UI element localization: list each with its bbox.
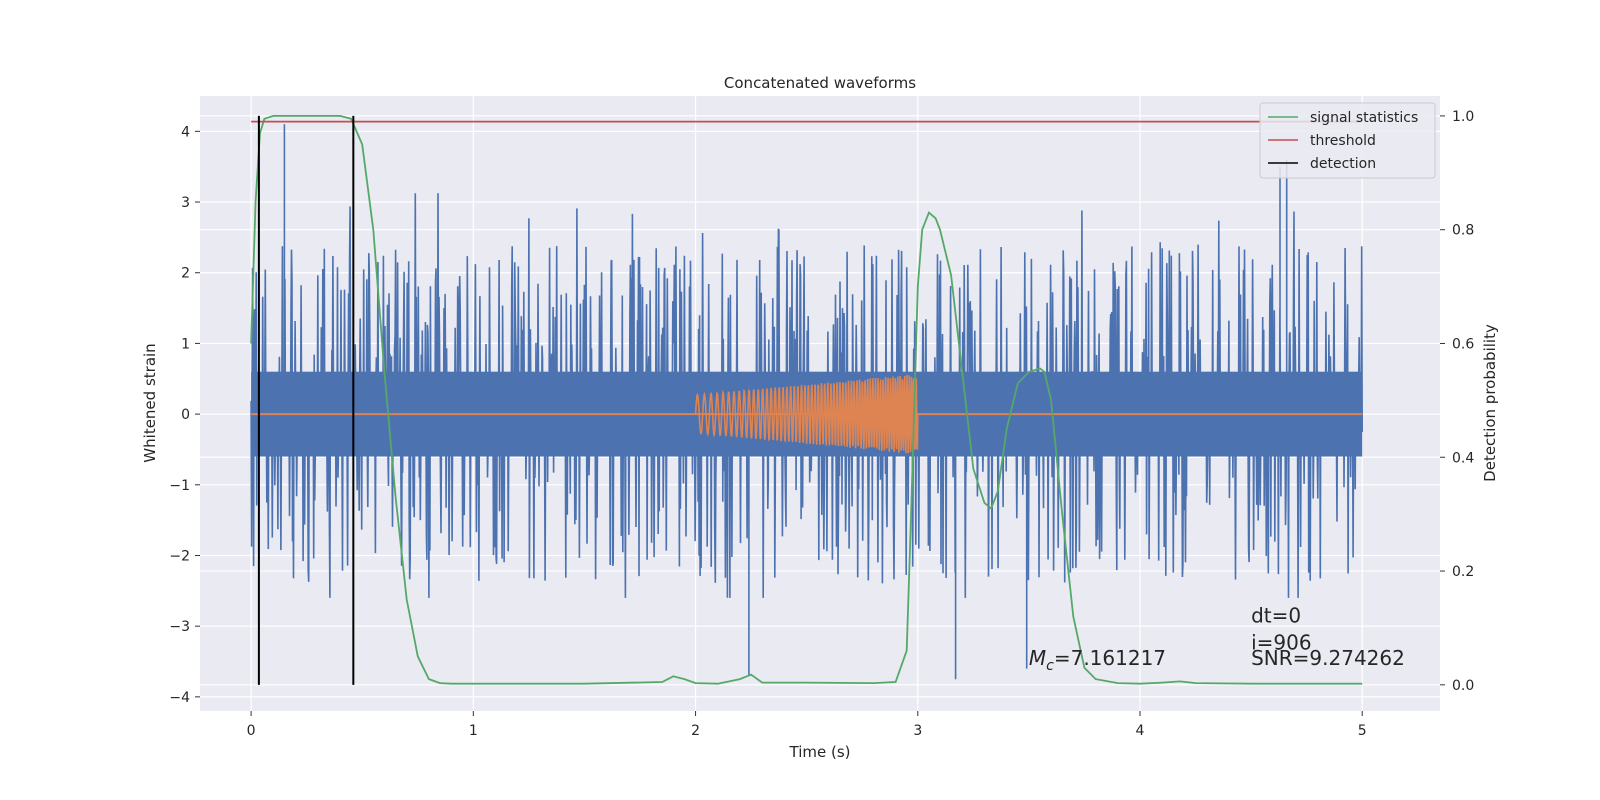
y-tick-label: −1 [169,478,190,494]
x-tick-label: 5 [1358,723,1367,739]
y-tick-label: −3 [169,619,190,635]
y-right-tick-label: 0.0 [1452,678,1474,694]
y-right-tick-label: 0.4 [1452,450,1474,466]
legend: signal statistics threshold detection [1259,102,1436,179]
y-right-tick-label: 0.6 [1452,336,1474,352]
signal-statistics-line [250,115,1363,685]
x-tick-label: 2 [691,723,700,739]
y-tick-label: 3 [181,195,190,211]
y-axis-right-label: Detection probability [1481,324,1499,482]
y-tick-label: 0 [181,407,190,423]
annotation-text: SNR=9.274262 [1251,646,1405,670]
y-tick-label: −2 [169,548,190,564]
right-axis-series [250,115,1363,685]
y-axis-label: Whitened strain [141,343,159,462]
template-chirp [694,374,919,454]
legend-label-threshold: threshold [1310,133,1376,149]
template-series [251,374,1363,454]
x-axis-label: Time (s) [789,743,851,761]
y-right-tick-label: 0.2 [1452,564,1474,580]
axis-ticks: 0 1 2 3 4 5 −4 −3 −2 −1 0 1 2 3 4 0.0 0.2 0.4 0.6 0.8 1.0 [169,109,1474,739]
y-tick-label: 4 [181,124,190,140]
annotation-text: dt=0 [1251,604,1301,628]
annotation-text: Mc=7.161217 [1029,646,1166,674]
x-tick-label: 1 [469,723,478,739]
annotation-text: i=906 [1251,631,1312,655]
y-tick-label: 2 [181,266,190,282]
y-tick-label: −4 [169,690,190,706]
legend-label-signal-statistics: signal statistics [1310,110,1418,126]
legend-box [1259,102,1436,179]
legend-label-detection: detection [1310,156,1376,172]
x-tick-label: 4 [1136,723,1145,739]
chart-title: Concatenated waveforms [724,74,916,92]
y-right-tick-label: 1.0 [1452,109,1474,125]
y-right-tick-label: 0.8 [1452,223,1474,239]
x-tick-label: 0 [247,723,256,739]
y-tick-label: 1 [181,336,190,352]
x-tick-label: 3 [913,723,922,739]
